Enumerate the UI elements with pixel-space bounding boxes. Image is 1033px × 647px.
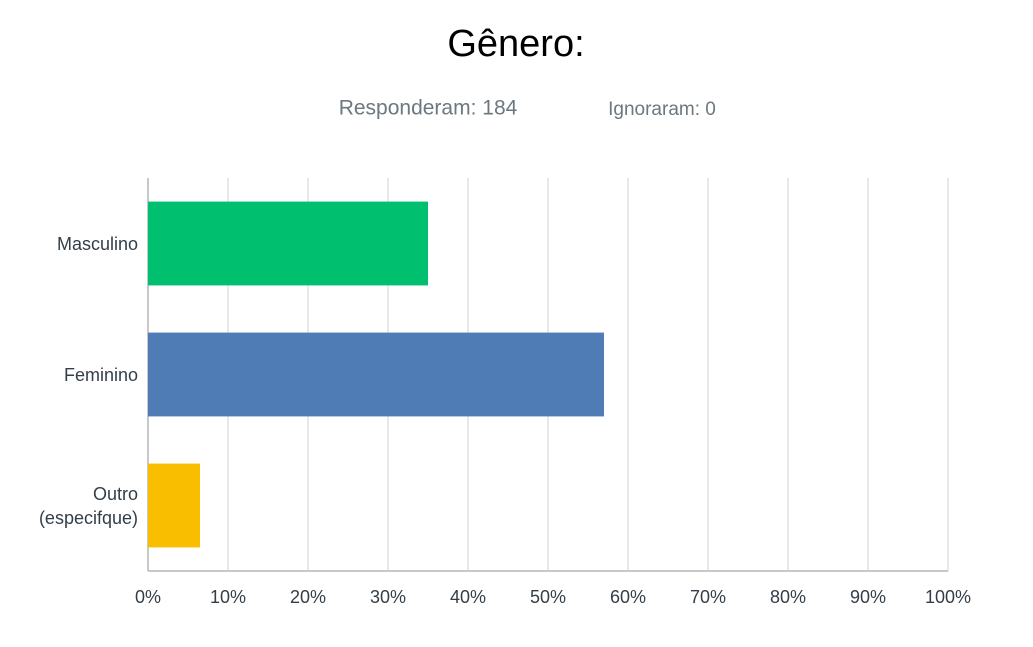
y-tick-label: Feminino: [63, 364, 138, 385]
x-tick-label: 50%: [530, 587, 566, 607]
x-tick-label: 30%: [370, 587, 406, 607]
x-tick-label: 80%: [770, 587, 806, 607]
x-tick-label: 20%: [290, 587, 326, 607]
x-tick-label: 100%: [925, 587, 971, 607]
subtitle: Responderam: 184: [339, 97, 518, 120]
subtitle: Ignoraram: 0: [608, 99, 716, 120]
x-tick-label: 40%: [450, 587, 486, 607]
bar: [148, 201, 428, 286]
x-tick-label: 60%: [610, 587, 646, 607]
y-tick-label: Masculino: [56, 233, 138, 254]
x-tick-label: 10%: [210, 587, 246, 607]
chart-title: Gênero:: [447, 23, 584, 65]
x-tick-label: 0%: [135, 587, 161, 607]
x-tick-label: 90%: [850, 587, 886, 607]
bar: [148, 332, 604, 417]
bar: [148, 463, 200, 548]
x-tick-label: 70%: [690, 587, 726, 607]
y-tick-label: Outro (especifque): [38, 483, 138, 528]
